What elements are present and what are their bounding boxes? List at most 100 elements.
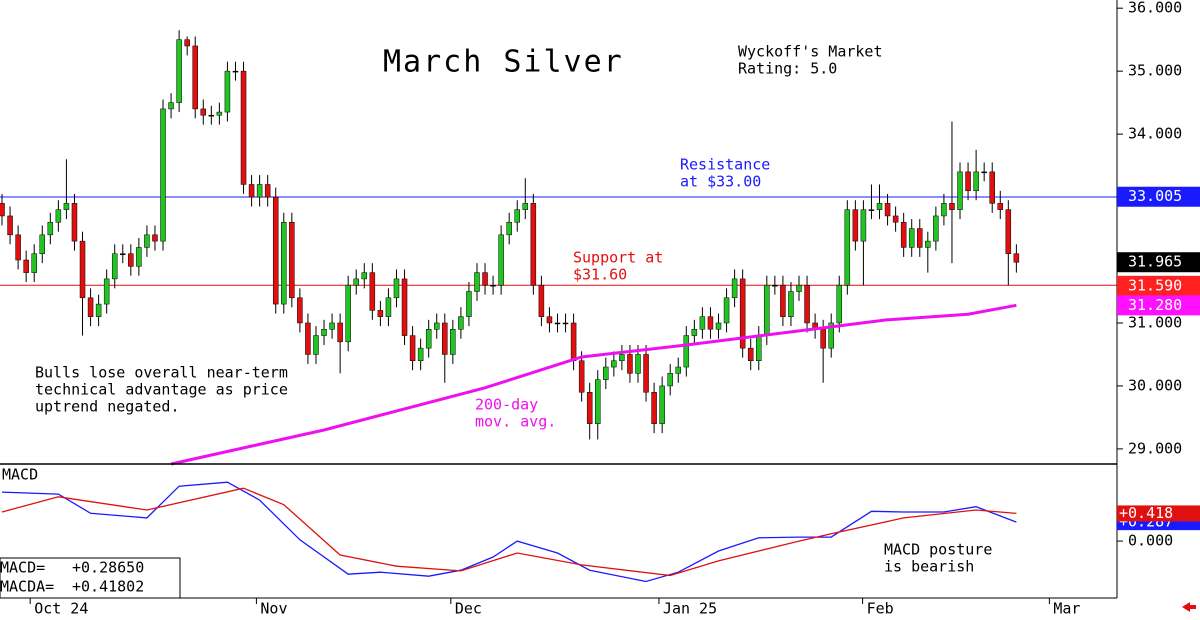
candle-body <box>482 272 488 286</box>
candle-body <box>168 102 174 110</box>
candle-body <box>128 253 134 267</box>
candle-body <box>707 316 714 330</box>
candle-body <box>232 70 239 73</box>
candle-body <box>651 391 657 424</box>
candle-body <box>361 272 368 280</box>
candle-body <box>450 329 456 355</box>
candle-body <box>570 322 577 361</box>
annotation: uptrend negated. <box>35 398 180 416</box>
candle-body <box>868 209 875 211</box>
candle-body <box>949 203 955 210</box>
candle-body <box>264 184 271 198</box>
x-tick-label: Dec <box>455 600 482 618</box>
candle-body <box>578 360 585 393</box>
candle-body <box>756 335 762 361</box>
candle-body <box>369 272 376 311</box>
candle-body <box>55 209 62 223</box>
candle-body <box>272 196 279 305</box>
candle-body <box>635 354 641 374</box>
candle-body <box>425 329 432 349</box>
price-tag <box>1117 252 1200 273</box>
candle-body <box>297 297 303 324</box>
readout-name: MACDA= <box>0 578 54 596</box>
ma-label: mov. avg. <box>475 413 556 431</box>
candle-body <box>289 221 295 299</box>
candle-body <box>546 316 553 324</box>
candle-body <box>224 70 231 113</box>
candle-body <box>603 366 609 380</box>
candle-body <box>47 221 54 236</box>
candle-body <box>562 322 569 325</box>
macd-tag-label: +0.418 <box>1119 504 1173 522</box>
candle-body <box>1013 253 1020 263</box>
candle-body <box>7 215 13 236</box>
readout-value: +0.41802 <box>72 578 144 596</box>
candle-body <box>458 316 464 330</box>
candle-body <box>31 253 37 273</box>
candle-body <box>377 310 384 317</box>
candle-body <box>788 291 794 317</box>
candle-body <box>79 240 86 299</box>
candle-body <box>337 322 343 343</box>
candle-body <box>409 335 416 361</box>
support-label: Support at <box>573 249 663 267</box>
candle-body <box>997 203 1004 210</box>
candle-body <box>111 253 118 280</box>
candle-body <box>200 108 207 116</box>
price-tag <box>1117 295 1200 316</box>
candle-body <box>820 329 826 349</box>
x-tick-label: Oct 24 <box>34 600 88 618</box>
readout-box <box>0 557 181 599</box>
candle-body <box>321 329 327 336</box>
candle-body <box>87 297 94 317</box>
series-line <box>170 303 1017 466</box>
candle-body <box>981 171 987 174</box>
resistance-label: at $33.00 <box>680 173 761 191</box>
candle-body <box>522 203 529 210</box>
y-tick-label: 36.000 <box>1128 0 1182 17</box>
candle-body <box>240 70 247 185</box>
candle-body <box>715 322 722 330</box>
y-tick-label: 34.000 <box>1128 125 1182 143</box>
candle-body <box>876 203 883 210</box>
candle-body <box>401 278 408 336</box>
readout-value: +0.28650 <box>72 559 144 577</box>
candle-body <box>796 284 802 292</box>
candle-body <box>804 284 810 324</box>
candle-body <box>828 322 834 349</box>
candle-body <box>643 354 649 393</box>
scroll-arrow[interactable] <box>1182 602 1196 612</box>
readout-name: MACD= <box>0 559 45 577</box>
price-tag-label: 31.965 <box>1128 253 1182 271</box>
candle-body <box>1005 209 1012 254</box>
candle-body <box>836 284 843 324</box>
candle-body <box>925 240 931 248</box>
y-tick-label: 0.000 <box>1128 532 1173 550</box>
chart-title: March Silver <box>383 45 624 80</box>
price-tag-label: 31.280 <box>1128 296 1182 314</box>
candle-body <box>144 234 150 248</box>
candle-body <box>860 209 867 242</box>
series-line <box>1 487 1017 577</box>
candle-body <box>530 203 537 286</box>
x-tick-label: Mar <box>1053 600 1080 618</box>
support-label: $31.60 <box>573 266 627 284</box>
annotation: technical advantage as price <box>35 381 288 399</box>
candle-body <box>63 203 70 210</box>
series-line <box>1 481 1017 583</box>
candle-body <box>281 221 287 305</box>
annotation: Bulls lose overall near-term <box>35 364 288 382</box>
candle-body <box>466 291 472 317</box>
candle-body <box>667 373 673 387</box>
candle-body <box>184 39 190 47</box>
candle-body <box>192 45 198 110</box>
candle-body <box>739 278 746 349</box>
candle-body <box>160 108 166 242</box>
candle-body <box>538 284 545 317</box>
ma-label: 200-day <box>475 396 538 414</box>
candle-body <box>39 234 46 254</box>
candle-body <box>844 209 851 286</box>
candle-body <box>723 297 730 324</box>
candle-body <box>120 253 126 255</box>
